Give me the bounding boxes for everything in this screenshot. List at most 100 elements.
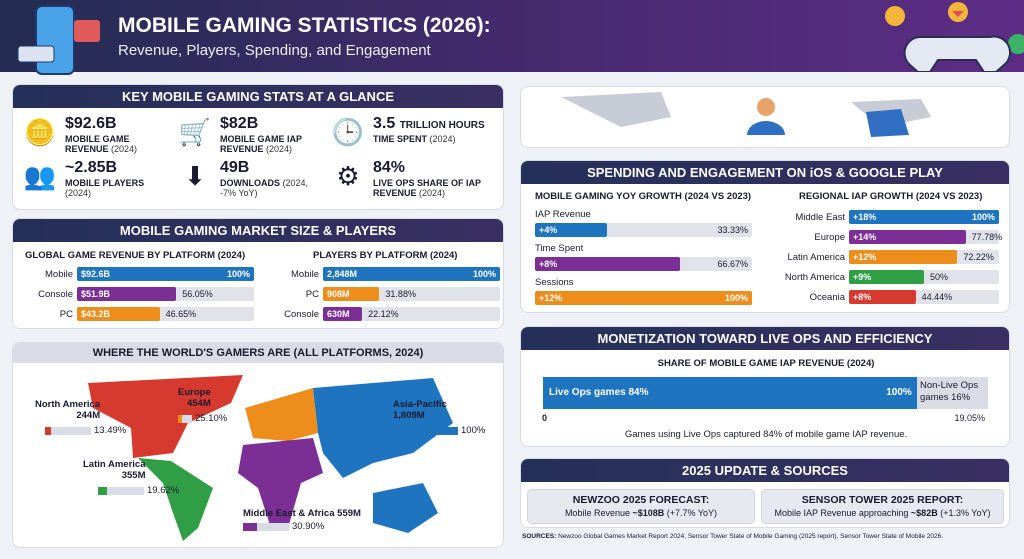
axis-start: 0 <box>542 413 548 423</box>
map-latin-america <box>138 458 213 541</box>
sources-label: SOURCES: <box>522 533 557 540</box>
bar-row: Mobile $92.6B 100% <box>21 267 254 281</box>
bar-fill: +8% <box>535 257 680 271</box>
live-ops-bar: Live Ops games 84% 100% <box>543 377 917 409</box>
sensor-title: SENSOR TOWER 2025 REPORT: <box>801 494 964 506</box>
stat-note: (2024) <box>419 188 446 198</box>
region-label: Europe 454M <box>178 387 211 409</box>
bar-track: $51.9B 56.05% <box>77 287 254 301</box>
stat-item: 🪙 $92.6B MOBILE GAME REVENUE (2024) <box>23 115 170 154</box>
update-title: 2025 UPDATE & SOURCES <box>521 459 1009 482</box>
bar-fill: 2,848M <box>323 267 500 281</box>
sensor-value: ~$82B <box>910 508 938 518</box>
bar-pct: 44.44% <box>921 292 953 302</box>
bar-row: Mobile 2,848M 100% <box>259 267 500 281</box>
bar-track: +8% 44.44% <box>849 290 999 304</box>
sensor-growth: (+1.3% YoY) <box>937 508 991 518</box>
bar-label: Mobile <box>45 268 73 280</box>
bar-pct: 100% <box>472 269 496 279</box>
bar-pct: 100% <box>971 212 995 222</box>
newzoo-title: NEWZOO 2025 FORECAST: <box>572 494 710 506</box>
stat-item: 👥 ~2.85B MOBILE PLAYERS (2024) <box>23 159 170 198</box>
live-ops-label: Live Ops games 84% <box>549 387 649 398</box>
sources-text: Newzoo Global Games Market Report 2024, … <box>556 533 944 540</box>
yoy-row: +8% 66.67% <box>535 257 752 271</box>
bar-label: Console <box>38 288 73 300</box>
newzoo-box: NEWZOO 2025 FORECAST: Mobile Revenue ~$10… <box>527 489 755 524</box>
non-live-ops-label: Non-Live Ops games 16% <box>920 380 979 403</box>
bar-fill: $43.2B <box>77 307 160 321</box>
bar-pct: 22.12% <box>368 309 399 319</box>
bar-track: 630M 22.12% <box>323 307 500 321</box>
bar-label: PC <box>59 308 73 320</box>
bar-fill: +18% <box>849 210 999 224</box>
bar-row: Latin America +12% 72.22% <box>757 250 999 264</box>
bar-fill: +14% <box>849 230 966 244</box>
bar-fill: +12% <box>849 250 958 264</box>
world-map-title: WHERE THE WORLD'S GAMERS ARE (ALL PLATFO… <box>13 343 503 363</box>
newzoo-value: ~$108B <box>632 508 665 518</box>
monetization-caption: Games using Live Ops captured 84% of mob… <box>624 429 908 440</box>
region-bar: 25.10% <box>178 413 227 424</box>
key-stats-panel: KEY MOBILE GAMING STATS AT A GLANCE 🪙 $92… <box>12 84 504 210</box>
yoy-row: +4% 33.33% <box>535 223 752 237</box>
stat-note: (2024) <box>65 188 92 198</box>
stat-value: $82B <box>220 115 259 132</box>
update-panel: 2025 UPDATE & SOURCES NEWZOO 2025 FORECA… <box>520 458 1010 528</box>
sources-line: SOURCES: Newzoo Global Games Market Repo… <box>522 533 1014 541</box>
newzoo-growth: (+7.7% YoY) <box>664 508 718 518</box>
yoy-row: +12% 100% <box>535 291 752 305</box>
yoy-label: Time Spent <box>535 243 584 254</box>
bar-row: Oceania +8% 44.44% <box>757 290 999 304</box>
bar-row: PC 908M 31.88% <box>259 287 500 301</box>
bar-pct: 46.65% <box>165 309 197 319</box>
bar-row: Middle East +18% 100% <box>757 210 999 224</box>
bar-pct: 33.33% <box>717 225 748 235</box>
bar-label: Oceania <box>809 291 845 303</box>
bar-row: Console 630M 22.12% <box>259 307 500 321</box>
stat-note: (2024) <box>266 144 293 154</box>
stat-label: TIME SPENT (2024) <box>373 134 456 144</box>
bar-pct: 100% <box>226 269 250 279</box>
stat-label: MOBILE GAME REVENUE (2024) <box>65 134 138 154</box>
bar-fill: +4% <box>535 223 608 237</box>
bar-label: North America <box>784 271 845 283</box>
bar-fill: +9% <box>849 270 924 284</box>
market-title: MOBILE GAMING MARKET SIZE & PLAYERS <box>13 219 503 242</box>
stat-note: (2024) <box>111 144 138 154</box>
region-label: North America 244M <box>35 399 101 421</box>
bar-track: 2,848M 100% <box>323 267 500 281</box>
bar-label: Middle East <box>795 211 845 223</box>
market-panel: MOBILE GAMING MARKET SIZE & PLAYERS GLOB… <box>12 218 504 329</box>
bar-pct: 56.05% <box>182 289 213 299</box>
stat-item: ⚙ 84% LIVE OPS SHARE OF IAP REVENUE (2024… <box>331 159 498 198</box>
bar-track: +4% 33.33% <box>535 223 752 237</box>
monetization-panel: MONETIZATION TOWARD LIVE OPS AND EFFICIE… <box>520 326 1010 447</box>
yoy-chart-title: MOBILE GAMING YOY GROWTH (2024 VS 2023) <box>535 191 752 202</box>
stat-label: MOBILE PLAYERS (2024) <box>65 178 145 198</box>
region-bar: 100% <box>393 425 485 436</box>
bar-fill: +8% <box>849 290 916 304</box>
bar-row: PC $43.2B 46.65% <box>21 307 254 321</box>
stat-item: 🛒 $82B MOBILE GAME IAP REVENUE (2024) <box>178 115 325 154</box>
regional-chart-title: REGIONAL IAP GROWTH (2024 VS 2023) <box>799 191 983 202</box>
world-map <box>88 375 453 541</box>
stat-label: DOWNLOADS (2024, -7% YoY) <box>220 178 309 198</box>
download-icon: ⬇ <box>184 161 206 191</box>
gear-heart-icon: ⚙ <box>336 161 360 191</box>
bar-row: North America +9% 50% <box>757 270 999 284</box>
sensor-tower-box: SENSOR TOWER 2025 REPORT: Mobile IAP Reve… <box>761 489 1004 524</box>
bar-fill: +12% <box>535 291 752 305</box>
yoy-label: Sessions <box>535 277 574 288</box>
bar-track: +14% 77.78% <box>849 230 1002 244</box>
page-subtitle: Revenue, Players, Spending, and Engageme… <box>118 42 431 59</box>
clock-icon: 🕒 <box>331 117 365 147</box>
bar-track: +18% 100% <box>849 210 999 224</box>
bar-pct: 31.88% <box>385 289 416 299</box>
stat-note: (2024, -7% YoY) <box>220 178 309 198</box>
region-bar: 19.62% <box>98 485 179 496</box>
monetization-subtitle: SHARE OF MOBILE GAME IAP REVENUE (2024) <box>657 358 875 369</box>
non-live-ops-pct: 19.05% <box>954 413 985 423</box>
stat-value: 49B <box>220 159 250 176</box>
stat-value: ~2.85B <box>65 159 118 176</box>
